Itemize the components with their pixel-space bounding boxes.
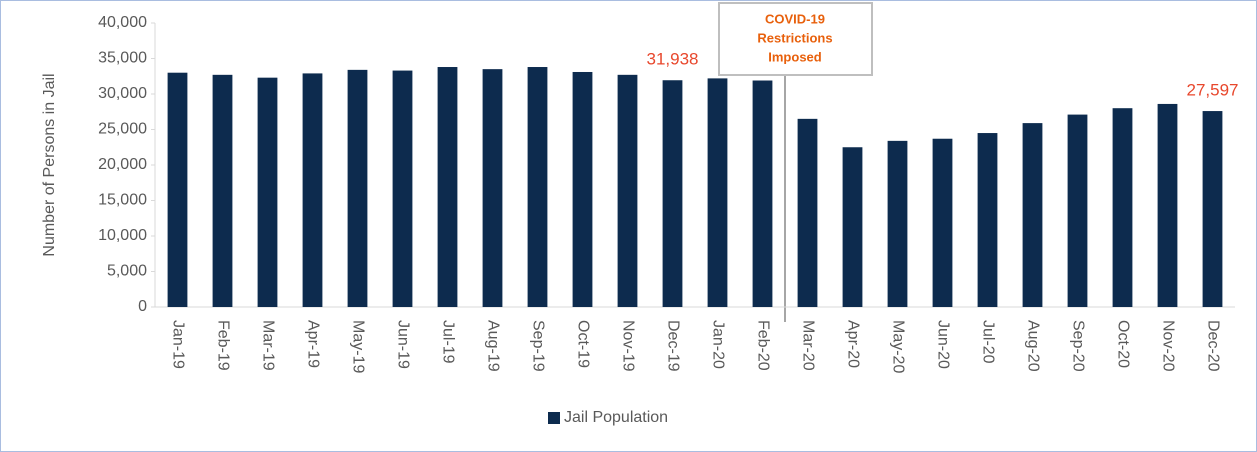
x-tick-label: Mar-20 <box>799 320 816 371</box>
annotation: COVID-19 <box>765 11 825 26</box>
y-tick-label: 15,000 <box>98 192 147 209</box>
bar <box>167 72 188 307</box>
x-tick-label: Sep-20 <box>1069 320 1086 372</box>
y-tick-label: 0 <box>138 298 147 315</box>
x-tick-label: Apr-20 <box>844 320 861 368</box>
annotation: Restrictions <box>757 30 832 45</box>
x-tick-label: Feb-19 <box>214 320 231 371</box>
bar <box>1067 114 1088 307</box>
y-axis-title: Number of Persons in Jail <box>41 73 58 256</box>
x-tick-label: Jul-20 <box>979 320 996 364</box>
bar <box>437 67 458 308</box>
x-tick-label: Jun-19 <box>394 320 411 369</box>
bar <box>257 77 278 307</box>
y-tick-label: 10,000 <box>98 227 147 244</box>
bar <box>842 147 863 307</box>
bar <box>887 140 908 307</box>
x-tick-label: Oct-19 <box>574 320 591 368</box>
x-tick-label: Apr-19 <box>304 320 321 368</box>
bar <box>797 118 818 307</box>
bar <box>662 80 683 307</box>
x-tick-label: May-19 <box>349 320 366 373</box>
y-tick-label: 30,000 <box>98 85 147 102</box>
x-tick-label: Sep-19 <box>529 320 546 372</box>
bar <box>1202 111 1223 307</box>
x-tick-label: Aug-20 <box>1024 320 1041 372</box>
bar <box>527 67 548 308</box>
y-tick-label: 20,000 <box>98 156 147 173</box>
annotation: Imposed <box>768 49 822 64</box>
bar <box>1112 108 1133 307</box>
x-tick-label: Feb-20 <box>754 320 771 371</box>
x-tick-label: Jul-19 <box>439 320 456 364</box>
annotation-box <box>718 2 873 76</box>
bar <box>302 73 323 307</box>
x-tick-label: Nov-19 <box>619 320 636 372</box>
bar <box>1157 103 1178 307</box>
x-tick-label: Dec-20 <box>1204 320 1221 372</box>
bar <box>752 80 773 307</box>
legend-swatch <box>548 412 560 424</box>
x-tick-label: Dec-19 <box>664 320 681 372</box>
value-label: 27,597 <box>1187 81 1239 100</box>
x-tick-label: Jan-20 <box>709 320 726 369</box>
value-label: 31,938 <box>647 50 699 69</box>
bar <box>707 78 728 307</box>
bar <box>977 133 998 307</box>
x-tick-label: Aug-19 <box>484 320 501 372</box>
bar <box>392 70 413 307</box>
legend-label: Jail Population <box>564 409 668 426</box>
bar <box>572 71 593 308</box>
x-tick-label: Oct-20 <box>1114 320 1131 368</box>
bar <box>347 69 368 307</box>
x-tick-label: Jan-19 <box>169 320 186 369</box>
y-tick-label: 25,000 <box>98 121 147 138</box>
bar <box>482 69 503 308</box>
y-tick-label: 35,000 <box>98 50 147 67</box>
x-tick-label: May-20 <box>889 320 906 373</box>
x-tick-label: Nov-20 <box>1159 320 1176 372</box>
bar <box>932 138 953 307</box>
bar <box>212 74 233 307</box>
bar <box>1022 123 1043 307</box>
x-tick-label: Mar-19 <box>259 320 276 371</box>
bar <box>617 74 638 307</box>
y-tick-label: 40,000 <box>98 14 147 31</box>
x-tick-label: Jun-20 <box>934 320 951 369</box>
y-tick-label: 5,000 <box>107 263 147 280</box>
